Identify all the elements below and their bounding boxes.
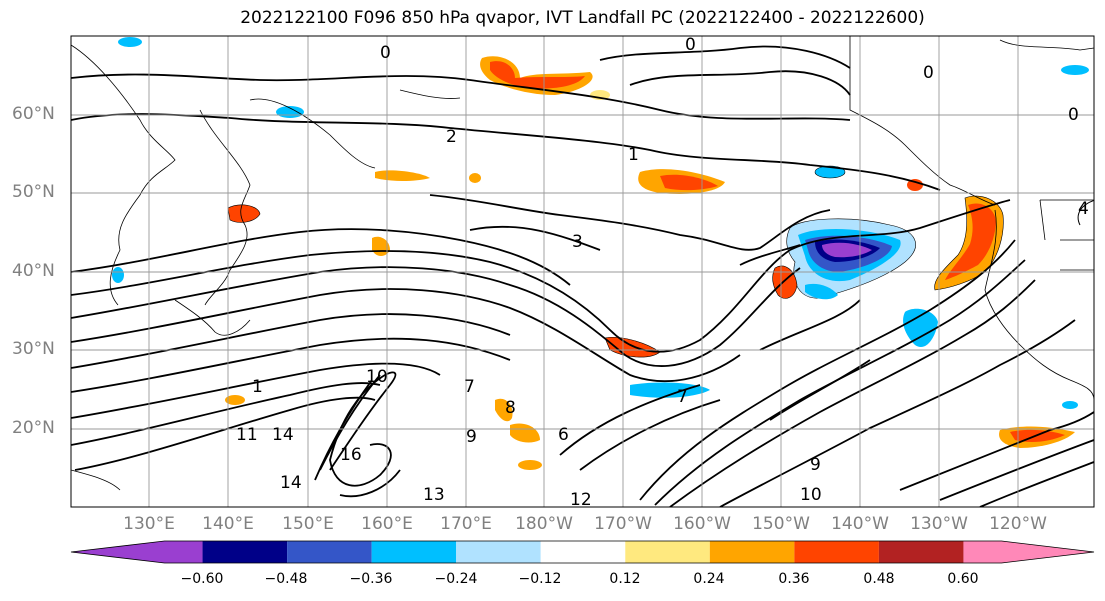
colorbar-segment	[164, 541, 203, 563]
contour-label: 0	[1068, 105, 1079, 125]
colorbar-segment	[794, 541, 879, 563]
contour-label: 13	[423, 485, 445, 505]
lat-label: 40°N	[12, 261, 55, 281]
contour-label: 9	[466, 427, 477, 447]
contour-label: 12	[570, 490, 592, 510]
contour-label: 16	[340, 445, 362, 465]
colorbar-tick-label: −0.12	[518, 571, 562, 587]
colorbar-tick-label: −0.60	[180, 571, 224, 587]
lat-label: 20°N	[12, 418, 55, 438]
contour-labels: 0 0 0 0 1 1 2 3 4 6 7 7 8 9 9 10 10 11 1…	[236, 35, 1089, 510]
contour-label: 14	[280, 473, 302, 493]
contour-label: 7	[677, 387, 688, 407]
contour-label: 9	[810, 455, 821, 475]
colorbar-tick-label: 0.36	[778, 571, 810, 587]
lon-label: 160°E	[361, 514, 413, 534]
contour-label: 0	[380, 43, 391, 63]
contour-label: 1	[252, 377, 263, 397]
contour-label: 10	[366, 367, 388, 387]
contour-label: 2	[446, 127, 457, 147]
contour-label: 10	[800, 485, 822, 505]
contour-label: 6	[558, 425, 569, 445]
contour-label: 8	[505, 398, 516, 418]
graticule	[71, 36, 1094, 507]
lon-label: 140°E	[202, 514, 254, 534]
lat-label: 60°N	[12, 104, 55, 124]
colorbar-segment	[287, 541, 372, 563]
colorbar-segment	[625, 541, 710, 563]
colorbar-tick-label: 0.24	[693, 571, 725, 587]
lon-label: 150°W	[752, 514, 810, 534]
lat-label: 30°N	[12, 339, 55, 359]
lon-label: 120°W	[989, 514, 1047, 534]
ivt-contours	[71, 45, 1094, 507]
colorbar-extend-min	[71, 541, 165, 563]
contour-label: 14	[272, 425, 294, 445]
contour-label: 0	[685, 35, 696, 55]
lon-label: 130°E	[123, 514, 175, 534]
colorbar-tick-label: −0.36	[349, 571, 393, 587]
contour-label: 4	[1078, 199, 1089, 219]
colorbar-segment	[709, 541, 795, 563]
coastlines	[71, 36, 1094, 491]
lat-label: 50°N	[12, 182, 55, 202]
colorbar-outline	[70, 540, 1095, 564]
contour-label: 11	[236, 425, 258, 445]
contour-label: 1	[628, 145, 639, 165]
contour-label: 7	[464, 377, 475, 397]
lon-label: 170°W	[594, 514, 652, 534]
colorbar-segment	[963, 541, 1002, 563]
colorbar-tick-label: 0.60	[947, 571, 979, 587]
colorbar-segment	[540, 541, 626, 563]
colorbar-segment	[202, 541, 288, 563]
colorbar	[70, 540, 1095, 564]
lon-label: 140°W	[831, 514, 889, 534]
contour-label: 3	[572, 232, 583, 252]
lon-label: 180°W	[515, 514, 573, 534]
colorbar-tick-label: −0.24	[434, 571, 478, 587]
contour-label: 0	[923, 63, 934, 83]
colorbar-segment	[456, 541, 541, 563]
colorbar-tick-label: 0.12	[609, 571, 641, 587]
lon-label: 150°E	[282, 514, 334, 534]
colorbar-segment	[878, 541, 964, 563]
lon-label: 170°E	[440, 514, 492, 534]
colorbar-tick-label: 0.48	[863, 571, 895, 587]
colorbar-segment	[371, 541, 457, 563]
colorbar-extend-max	[1001, 541, 1094, 563]
figure-title: 2022122100 F096 850 hPa qvapor, IVT Land…	[240, 8, 925, 28]
lon-label: 130°W	[910, 514, 968, 534]
colorbar-tick-label: −0.48	[264, 571, 308, 587]
lon-label: 160°W	[673, 514, 731, 534]
